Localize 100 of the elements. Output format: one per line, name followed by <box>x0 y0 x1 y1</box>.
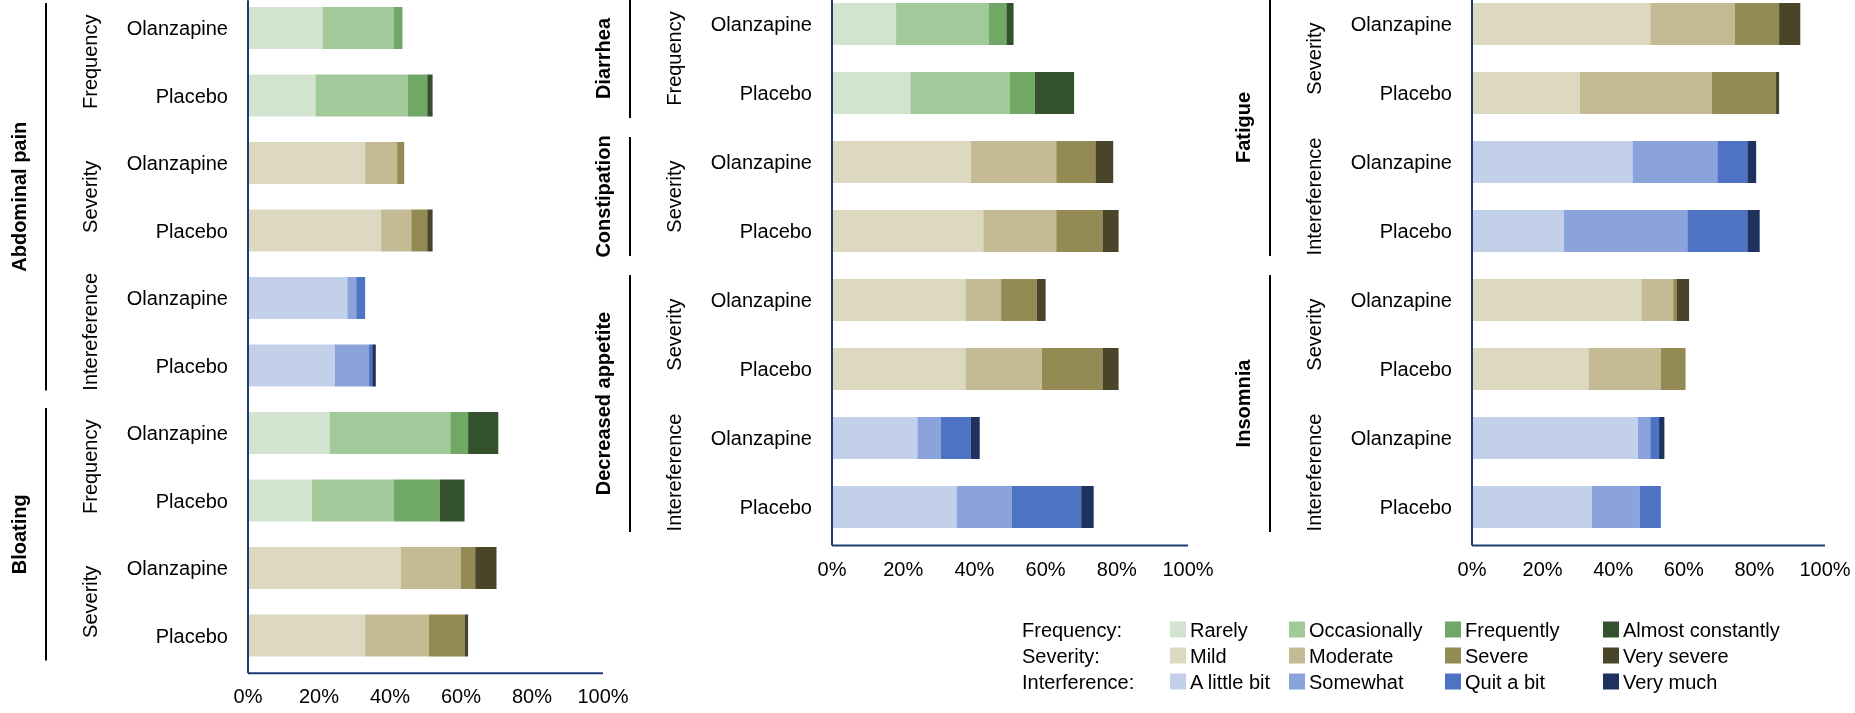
bar <box>970 141 1057 183</box>
bar <box>1734 3 1780 45</box>
bar <box>832 3 897 45</box>
x-tick-label: 60% <box>1025 557 1066 580</box>
bar <box>439 479 465 522</box>
bar <box>1639 486 1661 528</box>
bar <box>956 486 1012 528</box>
y-tick-label: Olanzapine <box>710 13 812 35</box>
bar <box>393 7 403 49</box>
bar <box>1676 279 1690 321</box>
y-tick-label: Olanzapine <box>710 289 812 311</box>
legend-label: Mild <box>1190 644 1227 667</box>
text: Severity <box>79 160 101 233</box>
y-tick-label: Placebo <box>1379 496 1452 518</box>
bar <box>832 417 918 459</box>
y-tick-label: Placebo <box>739 82 812 104</box>
bar <box>1592 486 1640 528</box>
bar <box>832 210 984 252</box>
bar <box>1095 141 1114 183</box>
y-tick-label: Olanzapine <box>710 427 812 449</box>
bar <box>1660 348 1686 390</box>
bar <box>1011 486 1082 528</box>
x-tick-label: 0% <box>817 557 847 580</box>
bar <box>988 3 1007 45</box>
bar <box>1472 141 1633 183</box>
bar <box>365 142 398 184</box>
legend-label: Quit a bit <box>1465 670 1546 693</box>
legend-label: Very much <box>1623 670 1718 693</box>
text: Frequency: <box>1022 618 1123 641</box>
y-tick-label: Olanzapine <box>126 17 228 39</box>
x-tick-label: 60% <box>1663 557 1705 580</box>
bar <box>407 74 428 117</box>
bar <box>411 209 428 252</box>
bar <box>1472 210 1564 252</box>
legend-label: Somewhat <box>1309 670 1404 693</box>
x-tick-label: 100% <box>1799 557 1851 580</box>
bar <box>1006 3 1014 45</box>
y-tick-label: Placebo <box>1379 220 1452 242</box>
text: Severity <box>1303 298 1325 371</box>
bar <box>427 209 433 252</box>
legend-label: Occasionally <box>1309 618 1423 641</box>
bar <box>248 614 366 657</box>
bar <box>1637 417 1651 459</box>
x-tick-label: 0% <box>233 685 263 708</box>
bar <box>334 344 369 387</box>
y-tick-label: Placebo <box>1379 358 1452 380</box>
bar <box>311 479 394 522</box>
bar <box>248 479 312 522</box>
bar <box>450 412 469 454</box>
text: Interference: <box>1022 670 1135 693</box>
bar <box>1641 279 1674 321</box>
y-tick-label: Olanzapine <box>126 287 228 309</box>
bar <box>983 210 1057 252</box>
bar <box>1712 72 1776 114</box>
bar <box>965 348 1043 390</box>
bar <box>1472 72 1580 114</box>
bar <box>1650 417 1660 459</box>
text: Frequency <box>79 419 101 514</box>
x-tick-label: 40% <box>954 557 995 580</box>
text: Severity: <box>1022 644 1100 667</box>
annotation: Constipation <box>592 135 614 258</box>
bar <box>393 479 440 522</box>
x-tick-label: 20% <box>298 685 340 708</box>
bar <box>832 348 966 390</box>
bar <box>1010 72 1035 114</box>
x-tick-label: 100% <box>577 685 629 708</box>
bar <box>1472 417 1638 459</box>
legend-label: Frequently <box>1465 618 1560 641</box>
x-tick-label: 80% <box>1734 557 1775 580</box>
bar <box>1747 141 1757 183</box>
y-tick-label: Olanzapine <box>126 422 228 444</box>
bar <box>1588 348 1661 390</box>
text: Severity <box>1303 22 1325 95</box>
text: Bloating <box>8 494 30 575</box>
bar <box>1632 141 1718 183</box>
bar <box>429 614 465 657</box>
bar <box>910 72 1010 114</box>
bar <box>356 277 366 319</box>
y-tick-label: Olanzapine <box>1350 13 1452 35</box>
bar <box>427 74 433 117</box>
bar <box>248 209 382 252</box>
bar <box>1102 348 1119 390</box>
bar <box>400 547 461 589</box>
text: Fatigue <box>1232 91 1254 164</box>
y-tick-label: Olanzapine <box>126 152 228 174</box>
y-tick-label: Placebo <box>155 219 228 242</box>
text: Intereference <box>1303 137 1325 256</box>
bar <box>1687 210 1748 252</box>
bar <box>248 7 323 49</box>
bar <box>248 142 366 184</box>
text: Intereference <box>1303 413 1325 532</box>
text: Frequency <box>79 14 101 109</box>
bar <box>1747 210 1760 252</box>
bar <box>1034 72 1075 114</box>
bar <box>329 412 451 454</box>
y-tick-label: Olanzapine <box>126 557 228 579</box>
bar <box>965 279 1002 321</box>
bar <box>1472 279 1642 321</box>
bar <box>315 74 408 117</box>
bar <box>397 142 405 184</box>
